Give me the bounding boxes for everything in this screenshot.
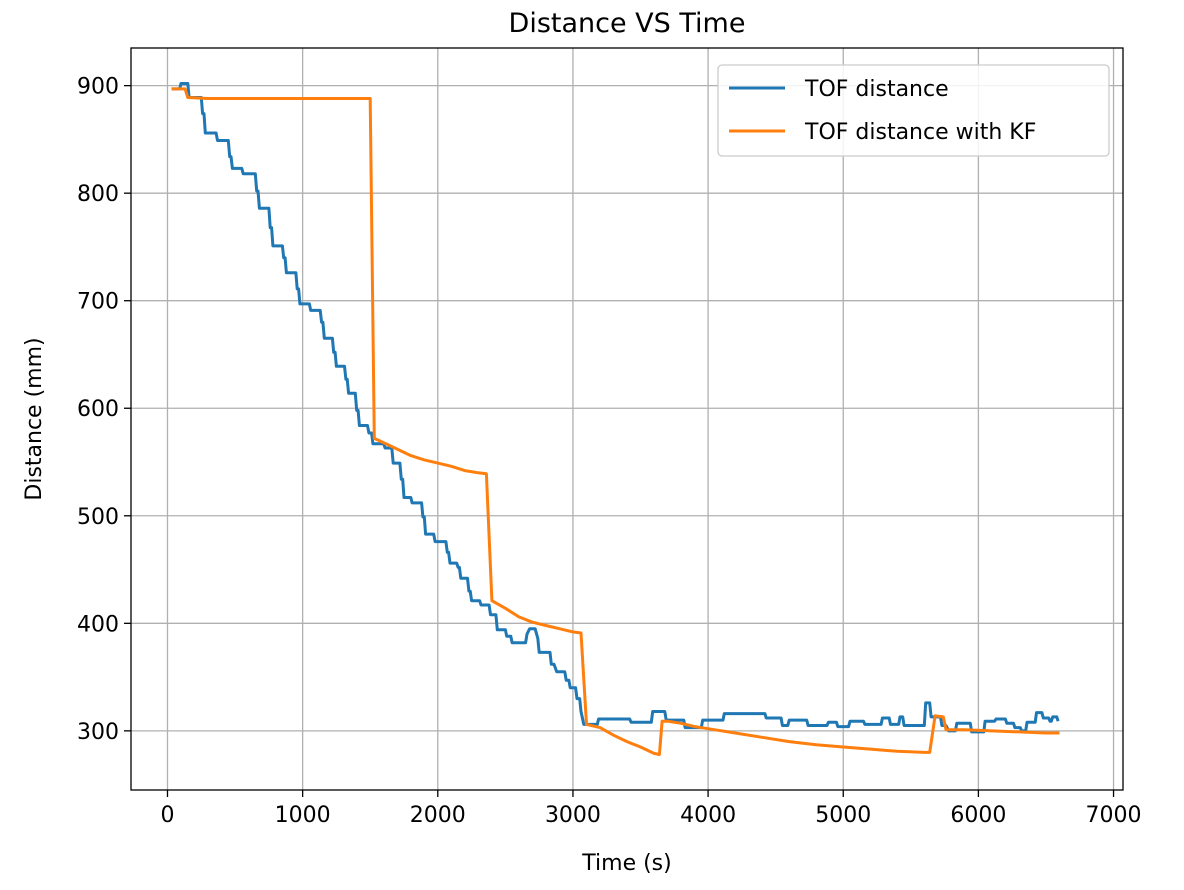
y-tick-label: 500 <box>77 505 119 530</box>
y-tick-label: 800 <box>77 182 119 207</box>
x-tick-label: 2000 <box>410 803 466 828</box>
legend: TOF distance TOF distance with KF <box>717 64 1110 157</box>
legend-label-tof-distance-kf: TOF distance with KF <box>804 120 1036 145</box>
x-axis-label: Time (s) <box>581 851 671 876</box>
y-tick-label: 300 <box>77 720 119 745</box>
x-tick-label: 0 <box>160 803 174 828</box>
y-tick-label: 600 <box>77 397 119 422</box>
chart-title: Distance VS Time <box>509 8 746 39</box>
y-tick-label: 400 <box>77 612 119 637</box>
x-tick-label: 5000 <box>815 803 871 828</box>
plot-frame <box>130 47 1124 791</box>
grid-layer <box>131 48 1123 790</box>
tick-layer: 0 1000 2000 3000 4000 5000 6000 7000 300 400 500 60… <box>77 75 1142 828</box>
series-layer <box>171 82 1060 756</box>
x-tick-label: 3000 <box>545 803 601 828</box>
legend-label-tof-distance: TOF distance <box>804 77 949 102</box>
y-tick-label: 900 <box>77 75 119 100</box>
legend-box <box>717 64 1110 157</box>
y-axis-label: Distance (mm) <box>22 337 47 500</box>
x-tick-label: 7000 <box>1086 803 1142 828</box>
x-tick-label: 4000 <box>680 803 736 828</box>
series-line-tof-distance-kf <box>171 87 1060 756</box>
y-tick-label: 700 <box>77 290 119 315</box>
x-tick-label: 1000 <box>275 803 331 828</box>
series-line-tof-distance <box>171 82 1060 734</box>
x-tick-label: 6000 <box>950 803 1006 828</box>
